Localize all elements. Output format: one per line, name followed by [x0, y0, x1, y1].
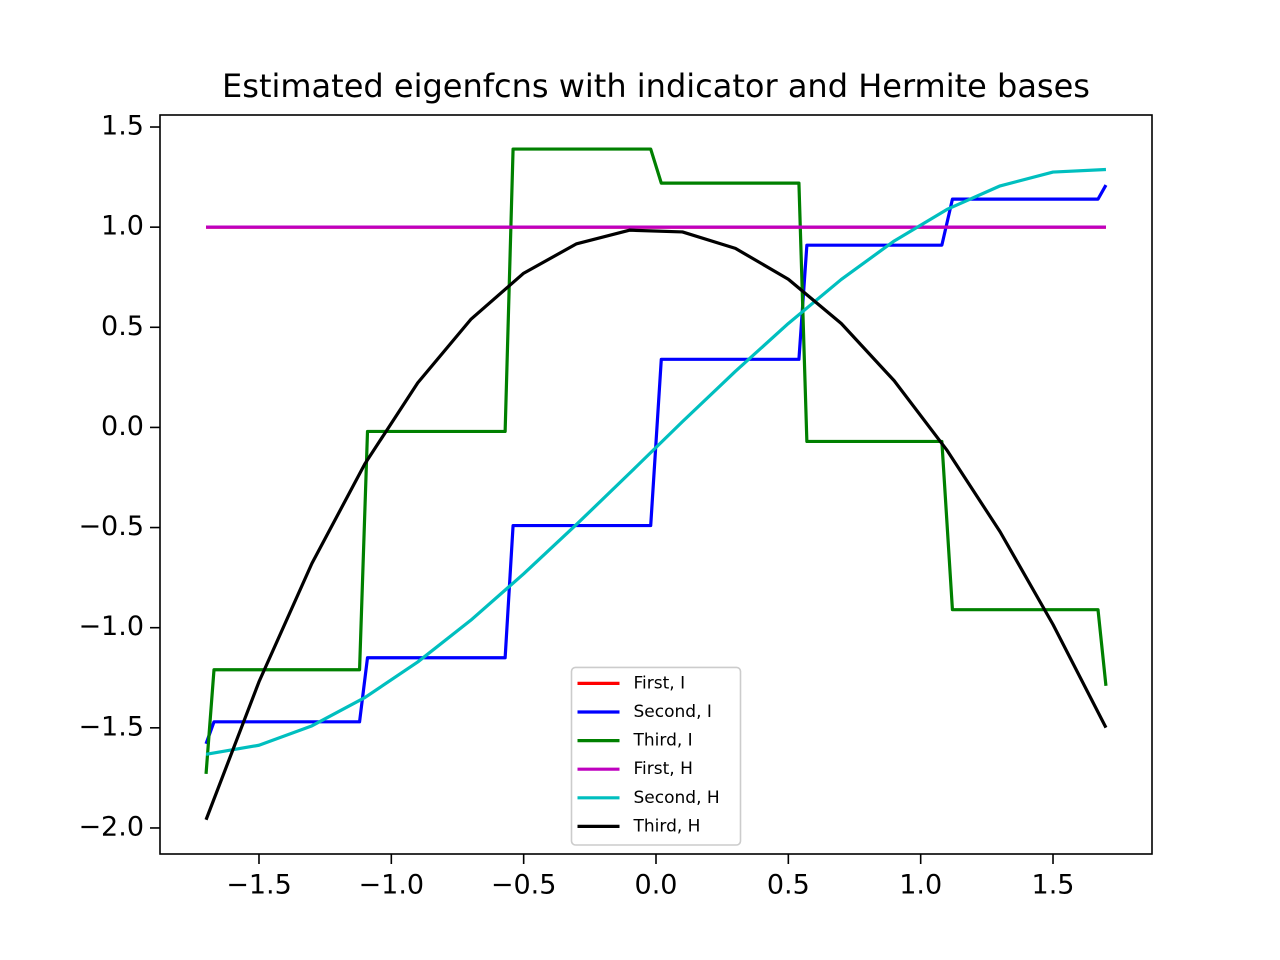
legend-label: Second, H — [634, 788, 720, 808]
y-tick-label: 0.0 — [101, 411, 144, 442]
plot-frame — [159, 114, 1153, 855]
y-tick-label: −0.5 — [78, 511, 144, 542]
x-tick-label: −1.5 — [226, 870, 292, 901]
legend-label: First, H — [634, 759, 693, 779]
legend-label: First, I — [634, 673, 686, 693]
y-tick-label: 1.5 — [101, 111, 144, 142]
legend-label: Third, I — [633, 731, 693, 751]
x-tick-label: −1.0 — [359, 870, 425, 901]
x-tick-label: −0.5 — [491, 870, 557, 901]
x-tick-label: 1.5 — [1032, 870, 1075, 901]
y-tick-label: −1.5 — [78, 711, 144, 742]
x-tick-label: 1.0 — [899, 870, 942, 901]
y-tick-label: 0.5 — [101, 311, 144, 342]
x-tick-label: 0.0 — [635, 870, 678, 901]
legend-label: Second, I — [634, 702, 712, 722]
y-tick-label: −2.0 — [78, 811, 144, 842]
y-tick-label: −1.0 — [78, 611, 144, 642]
legend-label: Third, H — [633, 816, 701, 836]
y-tick-label: 1.0 — [101, 211, 144, 242]
series-line — [205, 167, 1107, 756]
chart-title: Estimated eigenfcns with indicator and H… — [222, 67, 1090, 105]
series-line — [204, 147, 1108, 775]
x-tick-label: 0.5 — [767, 870, 810, 901]
series-line — [204, 228, 1108, 821]
